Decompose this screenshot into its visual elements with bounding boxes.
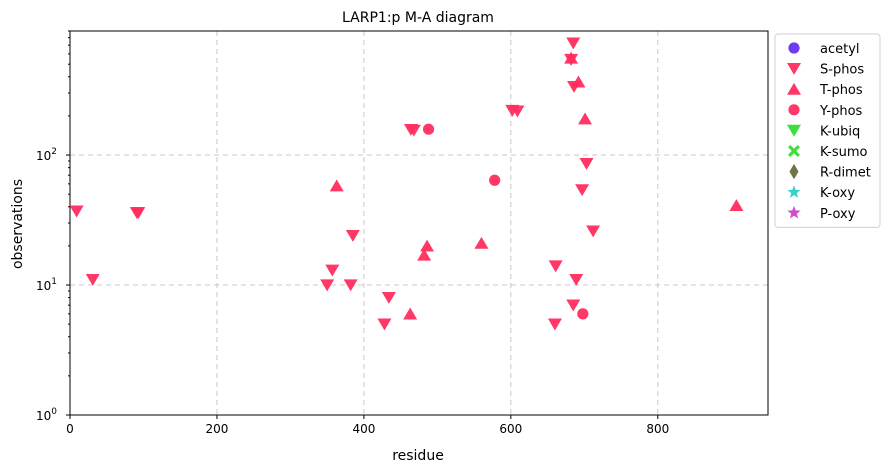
- legend-marker-s-phos: [787, 63, 801, 75]
- point-t-phos: [329, 179, 344, 192]
- point-s-phos: [548, 260, 563, 273]
- legend-marker-acetyl: [788, 42, 800, 54]
- point-t-phos: [403, 307, 418, 320]
- data-points: [69, 37, 744, 331]
- point-t-phos: [420, 239, 435, 252]
- legend-marker-r-dimet: [789, 163, 799, 180]
- legend-label: R-dimet: [820, 166, 871, 181]
- legend-box: [774, 33, 881, 228]
- point-t-phos: [729, 199, 744, 211]
- point-t-phos: [564, 51, 579, 64]
- y-axis-label: observations: [10, 179, 26, 269]
- y-tick-label: 101: [36, 277, 57, 293]
- plot-frame: [69, 30, 769, 416]
- x-tick-label: 200: [205, 422, 228, 436]
- point-y-phos: [489, 174, 501, 186]
- legend-label: K-sumo: [820, 145, 868, 160]
- point-s-phos: [586, 225, 601, 238]
- legend-marker-k-sumo: [788, 145, 800, 157]
- legend-label: K-oxy: [820, 186, 855, 201]
- x-tick-label: 400: [352, 422, 375, 436]
- legend-marker-k-ubiq: [787, 124, 801, 137]
- point-s-phos: [325, 264, 340, 277]
- point-y-phos: [422, 123, 435, 135]
- point-s-phos: [547, 318, 562, 331]
- legend-marker-p-oxy: [787, 205, 801, 219]
- point-s-phos: [579, 157, 594, 170]
- point-s-phos: [569, 274, 584, 286]
- point-t-phos: [571, 75, 586, 88]
- point-s-phos: [131, 207, 146, 220]
- chart-title: LARP1:p M-A diagram: [342, 10, 494, 26]
- point-s-phos: [320, 279, 335, 292]
- legend-marker-y-phos: [788, 104, 800, 116]
- y-tick-label: 100: [36, 407, 57, 423]
- point-s-phos: [381, 292, 396, 304]
- x-tick-label: 0: [66, 422, 74, 436]
- point-s-phos: [566, 37, 581, 50]
- y-tick-label: 102: [36, 147, 57, 163]
- grid: [70, 31, 768, 415]
- legend: acetyl S-phos T-phos Y-phos K-ubiq K-sumo R-di…: [774, 33, 881, 228]
- point-s-phos: [510, 105, 525, 118]
- x-axis-label: residue: [392, 448, 444, 464]
- point-s-phos: [406, 124, 421, 137]
- x-tick-label: 600: [499, 422, 522, 436]
- point-t-phos: [578, 112, 593, 125]
- legend-label: P-oxy: [820, 207, 856, 222]
- legend-label: S-phos: [820, 63, 864, 78]
- legend-label: Y-phos: [819, 104, 863, 119]
- point-s-phos: [566, 299, 581, 312]
- x-tick-label: 800: [646, 422, 669, 436]
- point-s-phos: [69, 205, 84, 218]
- point-y-phos: [577, 308, 589, 320]
- legend-label: K-ubiq: [820, 124, 860, 139]
- legend-marker-t-phos: [787, 82, 801, 95]
- point-s-phos: [345, 229, 360, 242]
- legend-marker-k-oxy: [787, 185, 801, 198]
- point-s-phos: [575, 184, 590, 197]
- point-t-phos: [417, 248, 432, 261]
- point-s-phos: [85, 274, 100, 286]
- legend-label: acetyl: [820, 42, 860, 57]
- point-t-phos: [474, 236, 489, 249]
- point-s-phos: [377, 318, 392, 331]
- legend-label: T-phos: [819, 83, 863, 98]
- point-s-phos: [343, 279, 358, 292]
